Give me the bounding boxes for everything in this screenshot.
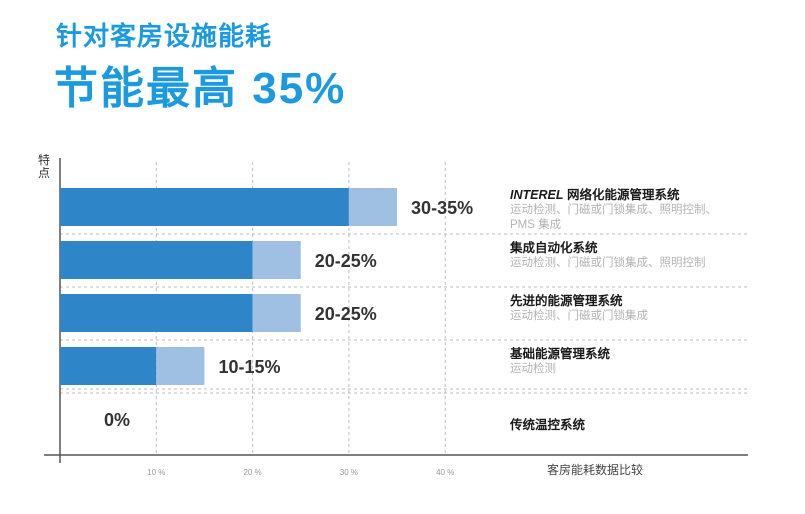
row-title: 基础能源管理系统	[510, 343, 610, 362]
chart-headline: 节能最高 35%	[54, 64, 347, 113]
row-desc: 运动检测、门磁或门锁集成、照明控制、PMS 集成	[510, 204, 717, 231]
row-title: INTEREL 网络化能源管理系统	[510, 184, 730, 203]
row-label-0: INTEREL 网络化能源管理系统 运动检测、门磁或门锁集成、照明控制、PMS 集…	[510, 184, 730, 233]
row-label-4: 传统温控系统	[510, 414, 585, 433]
row-title-text: 集成自动化系统	[510, 241, 598, 255]
bar-base-1	[60, 241, 253, 279]
row-label-1: 集成自动化系统运动检测、门磁或门锁集成、照明控制	[510, 237, 706, 271]
chart-subtitle: 针对客房设施能耗	[56, 21, 273, 51]
bar-range-0	[348, 188, 398, 226]
row-title: 先进的能源管理系统	[510, 290, 648, 309]
bar-value-label-4: 0%	[104, 410, 130, 430]
bar-value-label-3: 10-15%	[218, 357, 280, 377]
bar-value-label-0: 30-35%	[411, 198, 473, 218]
x-tick-label-1: 20 %	[243, 468, 261, 477]
row-desc: 运动检测、门磁或门锁集成	[510, 310, 648, 322]
bar-base-0	[60, 188, 349, 226]
bar-value-label-2: 20-25%	[315, 304, 377, 324]
row-label-3: 基础能源管理系统 运动检测	[510, 343, 610, 377]
x-tick-label-3: 40 %	[436, 468, 454, 477]
bar-value-label-1: 20-25%	[315, 251, 377, 271]
y-axis-label: 特点	[37, 153, 50, 180]
row-label-2: 先进的能源管理系统运动检测、门磁或门锁集成	[510, 290, 648, 324]
x-tick-label-0: 10 %	[147, 468, 165, 477]
bar-range-2	[252, 294, 301, 332]
row-title-text: 先进的能源管理系统	[510, 294, 623, 308]
row-title: 传统温控系统	[510, 414, 585, 433]
bar-base-3	[60, 347, 157, 385]
row-title: 集成自动化系统	[510, 237, 706, 256]
row-title-text: 网络化能源管理系统	[563, 188, 680, 202]
x-axis-label: 客房能耗数据比较	[547, 462, 643, 477]
bar-range-1	[252, 241, 301, 279]
row-desc: 运动检测	[510, 363, 556, 375]
bar-base-2	[60, 294, 253, 332]
row-title-text: 基础能源管理系统	[510, 347, 611, 361]
row-title-brand: INTEREL	[510, 188, 564, 202]
row-desc: 运动检测、门磁或门锁集成、照明控制	[510, 257, 706, 269]
bar-range-3	[156, 347, 205, 385]
x-tick-label-2: 30 %	[340, 468, 358, 477]
row-title-text: 传统温控系统	[510, 418, 586, 432]
